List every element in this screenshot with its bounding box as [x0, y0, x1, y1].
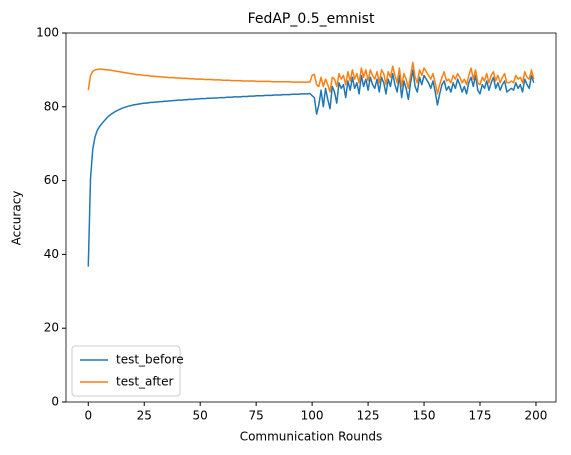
x-tick-label: 100 [301, 409, 324, 423]
data-line [87, 61, 535, 95]
x-tick-label: 150 [413, 409, 436, 423]
x-tick-label: 175 [469, 409, 492, 423]
x-tick-label: 0 [84, 409, 92, 423]
legend-label: test_after [116, 375, 174, 389]
x-tick-label: 200 [525, 409, 548, 423]
y-tick-label: 60 [44, 173, 59, 187]
chart-title: FedAP_0.5_emnist [248, 11, 375, 27]
x-tick-label: 50 [193, 409, 208, 423]
y-axis-label: Accuracy [10, 191, 24, 246]
data-line [87, 69, 535, 267]
plot-frame [65, 32, 557, 403]
x-tick-label: 25 [137, 409, 152, 423]
y-tick-label: 40 [44, 247, 59, 261]
y-tick-label: 80 [44, 99, 59, 113]
y-tick-label: 100 [36, 26, 59, 40]
x-tick-label: 75 [249, 409, 264, 423]
y-tick-label: 20 [44, 321, 59, 335]
y-tick-label: 0 [51, 395, 59, 409]
x-tick-label: 125 [357, 409, 380, 423]
legend-label: test_before [116, 353, 184, 367]
x-axis-label: Communication Rounds [240, 430, 383, 444]
legend-box [71, 345, 181, 397]
